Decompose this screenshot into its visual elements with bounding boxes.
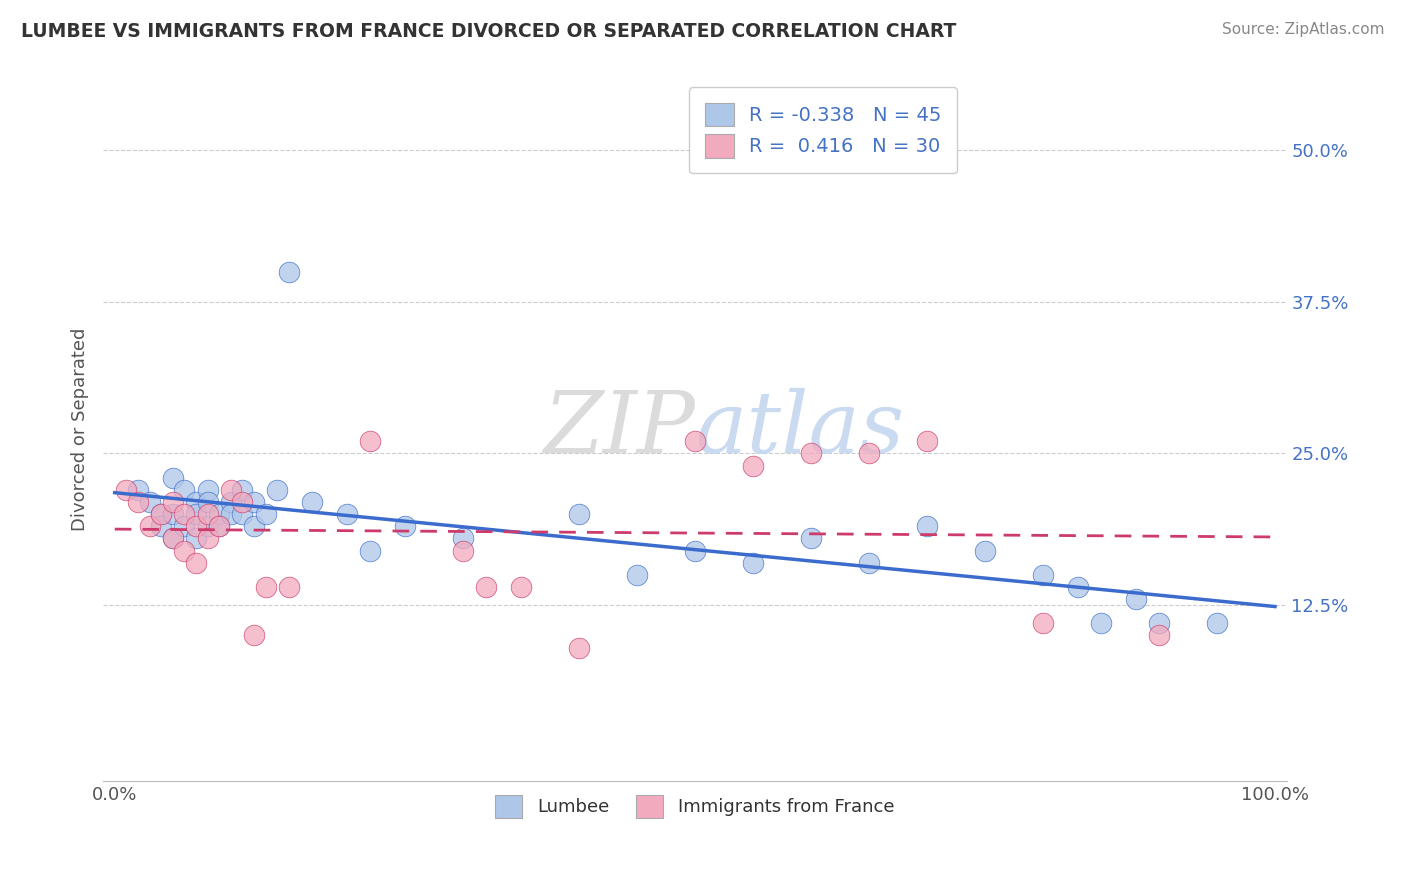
Point <box>184 532 207 546</box>
Text: atlas: atlas <box>695 388 904 471</box>
Point <box>115 483 138 497</box>
Point <box>800 446 823 460</box>
Point <box>858 446 880 460</box>
Point <box>1147 628 1170 642</box>
Point <box>1032 616 1054 631</box>
Point <box>1067 580 1090 594</box>
Point <box>162 495 184 509</box>
Point <box>208 519 231 533</box>
Point <box>150 507 173 521</box>
Point <box>231 483 253 497</box>
Point <box>1125 592 1147 607</box>
Point <box>741 458 763 473</box>
Y-axis label: Divorced or Separated: Divorced or Separated <box>72 327 89 531</box>
Point <box>243 628 266 642</box>
Text: Source: ZipAtlas.com: Source: ZipAtlas.com <box>1222 22 1385 37</box>
Point <box>359 434 381 449</box>
Point <box>219 495 242 509</box>
Point <box>394 519 416 533</box>
Point <box>974 543 997 558</box>
Point <box>451 543 474 558</box>
Point <box>162 532 184 546</box>
Point <box>150 507 173 521</box>
Point <box>184 556 207 570</box>
Point <box>568 640 591 655</box>
Point <box>243 519 266 533</box>
Point <box>336 507 359 521</box>
Point <box>208 519 231 533</box>
Point <box>127 495 149 509</box>
Point <box>451 532 474 546</box>
Point <box>800 532 823 546</box>
Text: LUMBEE VS IMMIGRANTS FROM FRANCE DIVORCED OR SEPARATED CORRELATION CHART: LUMBEE VS IMMIGRANTS FROM FRANCE DIVORCE… <box>21 22 956 41</box>
Point <box>197 483 219 497</box>
Point <box>254 580 277 594</box>
Point <box>138 519 160 533</box>
Point <box>683 434 706 449</box>
Point <box>1032 567 1054 582</box>
Point <box>197 532 219 546</box>
Point <box>626 567 648 582</box>
Point <box>858 556 880 570</box>
Point <box>509 580 531 594</box>
Point <box>1147 616 1170 631</box>
Point <box>184 495 207 509</box>
Point <box>266 483 288 497</box>
Point <box>184 519 207 533</box>
Point <box>1090 616 1112 631</box>
Point <box>162 471 184 485</box>
Point <box>254 507 277 521</box>
Legend: Lumbee, Immigrants from France: Lumbee, Immigrants from France <box>488 789 901 825</box>
Point <box>197 519 219 533</box>
Text: ZIP: ZIP <box>543 388 695 471</box>
Point <box>277 264 299 278</box>
Point <box>243 495 266 509</box>
Point <box>184 507 207 521</box>
Point <box>162 532 184 546</box>
Point <box>475 580 498 594</box>
Point <box>197 495 219 509</box>
Point <box>138 495 160 509</box>
Point <box>127 483 149 497</box>
Point <box>915 519 938 533</box>
Point <box>219 483 242 497</box>
Point <box>741 556 763 570</box>
Point <box>150 519 173 533</box>
Point <box>162 507 184 521</box>
Point <box>173 543 195 558</box>
Point <box>301 495 323 509</box>
Point <box>197 507 219 521</box>
Point <box>219 507 242 521</box>
Point <box>173 519 195 533</box>
Point <box>277 580 299 594</box>
Point <box>208 507 231 521</box>
Point <box>173 483 195 497</box>
Point <box>359 543 381 558</box>
Point <box>915 434 938 449</box>
Point <box>568 507 591 521</box>
Point <box>683 543 706 558</box>
Point <box>231 495 253 509</box>
Point <box>173 507 195 521</box>
Point <box>1206 616 1229 631</box>
Point <box>231 507 253 521</box>
